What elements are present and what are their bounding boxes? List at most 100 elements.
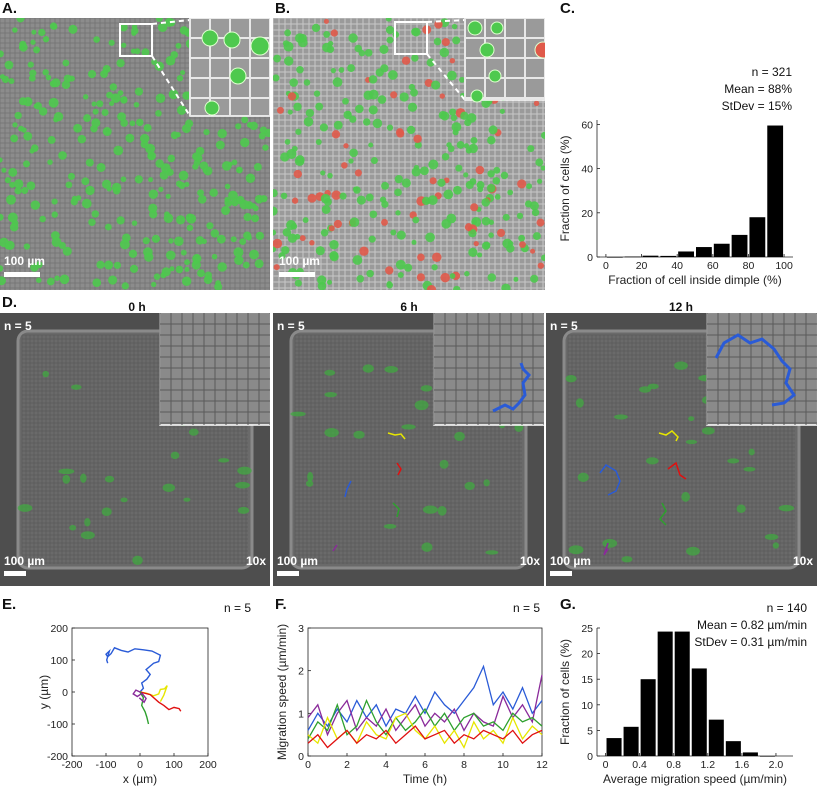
cell — [330, 29, 338, 37]
cell — [168, 238, 174, 244]
y-tick-label: 10 — [581, 700, 593, 712]
cell — [748, 448, 755, 456]
x-axis-label: Fraction of cell inside dimple (%) — [608, 273, 781, 287]
stat-g-mean: Mean = 0.82 µm/min — [697, 618, 807, 632]
x-tick-label: 2.0 — [769, 759, 784, 771]
scale-label-d-0h: 100 µm — [4, 554, 45, 568]
cell — [464, 271, 470, 277]
x-tick-label: 20 — [636, 260, 648, 272]
cell — [30, 144, 39, 152]
cell — [468, 143, 478, 154]
cell — [255, 231, 265, 241]
cell — [68, 24, 78, 34]
cell — [69, 524, 77, 531]
stat-c-n: n = 321 — [751, 65, 792, 79]
cell — [379, 44, 389, 54]
cell — [23, 243, 31, 250]
cell — [38, 107, 48, 116]
cell — [30, 39, 36, 45]
cell — [488, 232, 494, 238]
cell — [276, 106, 284, 114]
cell — [81, 198, 92, 209]
cell — [540, 131, 545, 139]
scale-label-d-12h: 100 µm — [550, 554, 591, 568]
y-tick-label: 1 — [298, 708, 304, 720]
cell — [540, 165, 545, 171]
cell — [4, 177, 12, 184]
cell — [407, 102, 418, 112]
inset-grid — [706, 313, 817, 425]
cell — [464, 481, 475, 491]
cell — [35, 261, 43, 269]
cell — [197, 189, 204, 197]
cell — [303, 79, 311, 86]
cell — [381, 181, 389, 190]
cell — [381, 218, 388, 226]
cell — [153, 273, 161, 280]
cell — [22, 160, 31, 168]
cell — [535, 158, 544, 167]
cell — [12, 27, 18, 33]
cell — [368, 142, 374, 148]
track-green — [139, 691, 150, 725]
cell — [16, 18, 25, 23]
zoom-line — [426, 53, 466, 101]
x-tick-label: 1.2 — [700, 759, 715, 771]
cell — [363, 90, 374, 101]
cell — [21, 186, 29, 195]
cell — [80, 473, 87, 483]
cell — [197, 194, 207, 204]
cell — [778, 504, 795, 512]
cell — [148, 189, 159, 199]
cell — [120, 119, 128, 127]
cell — [404, 263, 413, 272]
cell — [201, 238, 207, 245]
cell — [424, 78, 433, 87]
inset-cell — [479, 42, 495, 58]
cell — [385, 25, 395, 35]
cell — [701, 427, 715, 435]
cell — [284, 56, 294, 66]
cell — [411, 54, 419, 62]
x-tick-label: 0 — [305, 759, 311, 771]
cell — [210, 229, 220, 238]
cell — [287, 109, 293, 115]
zoom-inset — [464, 18, 545, 103]
cell — [390, 91, 398, 99]
y-tick-label: 15 — [581, 674, 593, 686]
cell — [356, 275, 365, 283]
cell — [142, 237, 150, 245]
cell — [53, 111, 64, 122]
x-axis-label: Average migration speed (µm/min) — [603, 772, 787, 786]
x-tick-label: 0.8 — [666, 759, 681, 771]
cell — [414, 400, 429, 411]
cell — [541, 254, 545, 262]
cell — [155, 93, 166, 103]
cell — [119, 239, 130, 250]
inset-cell — [204, 100, 220, 116]
cell — [349, 115, 357, 123]
cell — [317, 275, 327, 285]
cell — [307, 193, 317, 203]
cell — [426, 58, 435, 67]
cell — [327, 172, 333, 179]
cell — [181, 276, 192, 286]
panel-label-d: D. — [2, 294, 17, 311]
bar — [657, 631, 673, 756]
cell — [451, 23, 458, 30]
cell — [197, 269, 205, 278]
inset-cell — [229, 67, 247, 85]
n-label-d-6h: n = 5 — [277, 319, 305, 333]
cell — [287, 92, 297, 101]
cell — [42, 370, 49, 378]
cell — [235, 481, 250, 489]
cell — [1, 167, 7, 173]
cell — [483, 241, 491, 249]
cell — [439, 93, 445, 99]
cell — [159, 170, 169, 180]
cell — [101, 179, 112, 189]
x-tick-label: 2 — [344, 759, 350, 771]
cell — [258, 132, 266, 140]
cell — [368, 235, 376, 243]
x-tick-label: 100 — [775, 260, 793, 272]
